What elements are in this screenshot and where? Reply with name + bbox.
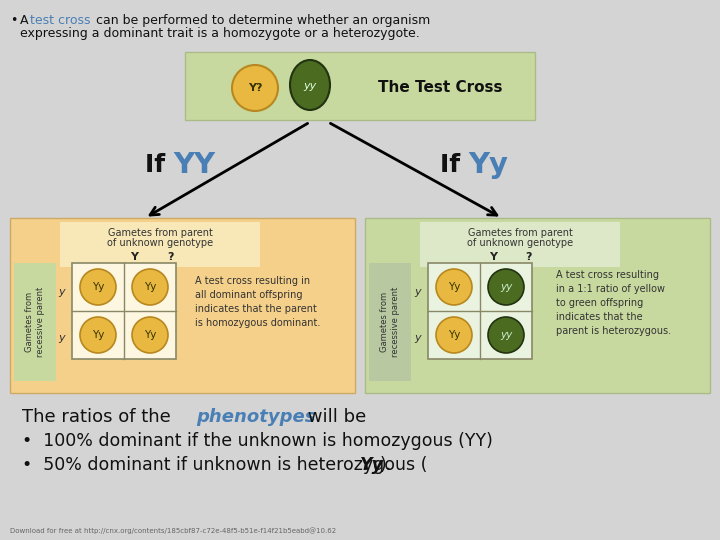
Text: Y?: Y?	[248, 83, 262, 93]
Text: phenotypes: phenotypes	[196, 408, 315, 426]
Bar	[60, 222, 260, 267]
Bar	[185, 52, 535, 120]
Text: The Test Cross: The Test Cross	[378, 80, 503, 96]
Text: A test cross resulting
in a 1:1 ratio of yellow
to green offspring
indicates tha: A test cross resulting in a 1:1 ratio of…	[556, 270, 671, 336]
Text: expressing a dominant trait is a homozygote or a heterozygote.: expressing a dominant trait is a homozyg…	[20, 27, 420, 40]
Text: y: y	[59, 287, 66, 297]
Circle shape	[80, 269, 116, 305]
Ellipse shape	[290, 60, 330, 110]
Bar	[72, 263, 176, 359]
Circle shape	[436, 317, 472, 353]
Bar	[14, 263, 56, 381]
Text: Gametes from
recessive parent: Gametes from recessive parent	[380, 287, 400, 357]
Bar	[428, 263, 532, 359]
Text: Gametes from parent: Gametes from parent	[107, 228, 212, 238]
Text: •: •	[10, 14, 17, 27]
Text: will be: will be	[302, 408, 366, 426]
Text: of unknown genotype: of unknown genotype	[107, 238, 213, 248]
Text: test cross: test cross	[30, 14, 91, 27]
Circle shape	[488, 269, 524, 305]
Text: ).: ).	[380, 456, 392, 474]
Text: Yy: Yy	[360, 456, 384, 474]
Circle shape	[132, 269, 168, 305]
Bar	[420, 222, 620, 267]
Text: YY: YY	[173, 151, 215, 179]
Bar	[365, 218, 710, 393]
Text: Yy: Yy	[448, 330, 460, 340]
Text: yy: yy	[303, 81, 317, 91]
Circle shape	[436, 269, 472, 305]
Text: yy: yy	[500, 282, 512, 292]
Bar	[10, 218, 355, 393]
Circle shape	[80, 317, 116, 353]
Text: y: y	[59, 333, 66, 343]
Text: Download for free at http://cnx.org/contents/185cbf87-c72e-48f5-b51e-f14f21b5eab: Download for free at http://cnx.org/cont…	[10, 527, 336, 534]
Circle shape	[488, 317, 524, 353]
Circle shape	[232, 65, 278, 111]
Text: y: y	[415, 333, 421, 343]
Text: A test cross resulting in
all dominant offspring
indicates that the parent
is ho: A test cross resulting in all dominant o…	[195, 276, 320, 328]
Text: Yy: Yy	[92, 330, 104, 340]
Text: y: y	[415, 287, 421, 297]
Text: of unknown genotype: of unknown genotype	[467, 238, 573, 248]
Text: Yy: Yy	[468, 151, 508, 179]
Text: If: If	[440, 153, 469, 177]
Text: Y: Y	[130, 252, 138, 262]
Text: Yy: Yy	[92, 282, 104, 292]
Text: The ratios of the: The ratios of the	[22, 408, 176, 426]
Text: Yy: Yy	[448, 282, 460, 292]
Bar	[369, 263, 411, 381]
Text: yy: yy	[500, 330, 512, 340]
Text: Gametes from
recessive parent: Gametes from recessive parent	[25, 287, 45, 357]
Text: If: If	[145, 153, 174, 177]
Circle shape	[132, 317, 168, 353]
Text: A: A	[20, 14, 32, 27]
Text: can be performed to determine whether an organism: can be performed to determine whether an…	[92, 14, 431, 27]
Text: •  100% dominant if the unknown is homozygous (YY): • 100% dominant if the unknown is homozy…	[22, 432, 493, 450]
Text: Yy: Yy	[144, 330, 156, 340]
Text: •  50% dominant if unknown is heterozygous (: • 50% dominant if unknown is heterozygou…	[22, 456, 428, 474]
Text: Y: Y	[489, 252, 497, 262]
Text: Gametes from parent: Gametes from parent	[467, 228, 572, 238]
Text: ?: ?	[526, 252, 532, 262]
Text: Yy: Yy	[144, 282, 156, 292]
Text: ?: ?	[167, 252, 174, 262]
